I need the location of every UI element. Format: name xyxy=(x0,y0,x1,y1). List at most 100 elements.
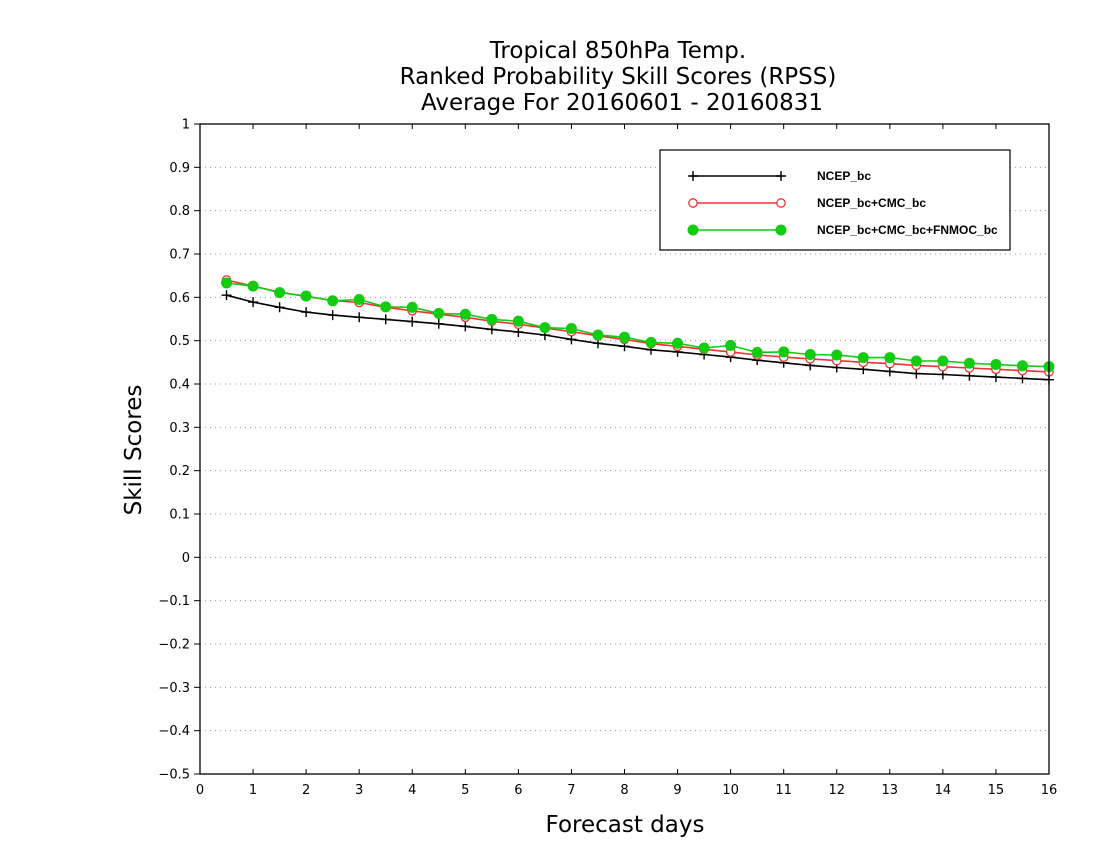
x-tick-label: 0 xyxy=(196,783,204,798)
legend-marker xyxy=(776,198,786,208)
data-point xyxy=(910,355,922,367)
legend: NCEP_bc NCEP_bc+CMC_bc NCEP_bc+CMC_bc+FNMO… xyxy=(659,149,1011,251)
data-point xyxy=(725,339,737,351)
data-point xyxy=(274,302,285,313)
data-point xyxy=(221,290,232,301)
legend-marker xyxy=(688,171,698,181)
data-point xyxy=(300,290,312,302)
data-point xyxy=(911,368,922,379)
data-point xyxy=(937,355,949,367)
data-point xyxy=(353,294,365,305)
y-tick-label: 1 xyxy=(182,118,190,133)
data-point xyxy=(884,352,896,364)
x-tick-label: 11 xyxy=(775,783,792,798)
x-tick-label: 4 xyxy=(408,783,416,798)
y-axis-title: Skill Scores xyxy=(121,385,147,516)
data-point xyxy=(539,322,551,334)
y-tick-label: −0.3 xyxy=(158,681,190,696)
x-tick-label: 15 xyxy=(988,783,1005,798)
data-point xyxy=(407,316,418,327)
y-tick-label: 0.5 xyxy=(169,334,190,349)
series-line xyxy=(226,279,1050,373)
x-tick-label: 8 xyxy=(620,783,628,798)
data-point xyxy=(512,315,524,327)
y-tick-label: 0.4 xyxy=(169,378,190,393)
data-point xyxy=(248,297,259,308)
legend-label: NCEP_bc xyxy=(817,169,871,183)
x-tick-label: 7 xyxy=(567,783,575,798)
data-point xyxy=(619,331,630,343)
chart-title-line-2: Ranked Probability Skill Scores (RPSS) xyxy=(400,64,837,90)
data-point xyxy=(327,310,338,321)
y-tick-label: −0.5 xyxy=(158,768,190,783)
legend-entry: NCEP_bc+CMC_bc+FNMOC_bc xyxy=(687,223,998,237)
x-tick-label: 16 xyxy=(1041,783,1058,798)
axis-ticks: −0.5 −0.4 −0.3 −0.2 −0.1 0 0.1 0.2 0.3 0.4 0.5 0.6 0… xyxy=(158,118,1057,799)
data-point xyxy=(433,307,445,319)
y-tick-label: 0.1 xyxy=(169,508,190,523)
legend-box xyxy=(659,149,1011,251)
x-tick-label: 6 xyxy=(514,783,522,798)
series-line xyxy=(226,294,1050,381)
data-point xyxy=(565,323,577,335)
data-point xyxy=(460,321,471,332)
x-tick-label: 2 xyxy=(302,783,310,798)
data-point xyxy=(380,301,392,313)
data-point xyxy=(486,324,497,335)
series-line xyxy=(226,282,1050,368)
data-point xyxy=(247,280,259,292)
data-point xyxy=(804,349,816,361)
data-point xyxy=(354,312,365,323)
y-tick-label: −0.4 xyxy=(158,724,190,739)
data-point xyxy=(857,352,869,364)
series-layer xyxy=(221,275,1055,385)
data-point xyxy=(592,329,604,341)
data-point xyxy=(672,337,684,349)
data-point xyxy=(1016,360,1028,372)
x-tick-label: 12 xyxy=(828,783,845,798)
y-tick-label: 0.7 xyxy=(169,248,190,263)
x-tick-label: 5 xyxy=(461,783,469,798)
x-axis-title: Forecast days xyxy=(546,812,705,838)
y-tick-label: 0.9 xyxy=(169,161,190,176)
x-tick-label: 14 xyxy=(935,783,952,798)
legend-marker xyxy=(688,198,698,208)
data-point xyxy=(751,346,763,358)
y-tick-label: 0 xyxy=(182,551,190,566)
data-point xyxy=(301,307,312,318)
data-point xyxy=(831,349,843,361)
chart-title: Tropical 850hPa Temp. Ranked Probability… xyxy=(400,38,837,116)
x-tick-label: 3 xyxy=(355,783,363,798)
y-tick-label: −0.1 xyxy=(158,594,190,609)
data-point xyxy=(963,357,975,369)
x-tick-label: 10 xyxy=(722,783,739,798)
series-3 xyxy=(221,277,1055,373)
data-point xyxy=(990,359,1002,370)
legend-entry: NCEP_bc xyxy=(688,169,871,183)
data-point xyxy=(645,336,657,348)
y-tick-label: −0.2 xyxy=(158,638,190,653)
data-point xyxy=(459,308,471,320)
chart-title-line-3: Average For 20160601 - 20160831 xyxy=(421,90,823,116)
x-tick-label: 9 xyxy=(673,783,681,798)
data-point xyxy=(327,295,339,307)
data-point xyxy=(406,301,418,313)
y-tick-label: 0.6 xyxy=(169,291,190,306)
legend-entry: NCEP_bc+CMC_bc xyxy=(688,196,926,210)
y-tick-label: 0.3 xyxy=(169,421,190,436)
legend-marker xyxy=(687,224,699,236)
data-point xyxy=(486,313,498,325)
data-point xyxy=(274,287,286,299)
legend-marker xyxy=(775,224,787,236)
data-point xyxy=(221,277,233,289)
data-point xyxy=(433,318,444,329)
legend-label: NCEP_bc+CMC_bc+FNMOC_bc xyxy=(817,223,998,237)
legend-label: NCEP_bc+CMC_bc xyxy=(817,196,926,210)
data-point xyxy=(698,342,710,354)
x-tick-label: 1 xyxy=(249,783,257,798)
gridlines xyxy=(200,166,1049,732)
legend-marker xyxy=(776,171,786,181)
chart-title-line-1: Tropical 850hPa Temp. xyxy=(489,38,746,64)
data-point xyxy=(380,314,391,325)
